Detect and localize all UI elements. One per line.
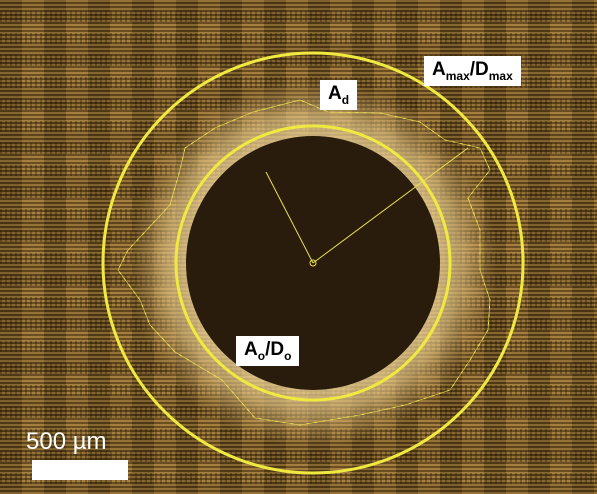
label-subscript: max bbox=[446, 69, 470, 83]
label-subscript: d bbox=[342, 93, 349, 107]
label-subscript: o bbox=[258, 349, 265, 363]
label-text: /D bbox=[265, 339, 284, 360]
label-text: A bbox=[244, 339, 258, 360]
label-subscript: max bbox=[489, 69, 513, 83]
label-subscript: o bbox=[284, 349, 291, 363]
scale-label: 500 µm bbox=[26, 428, 107, 456]
label-amax: Amax/Dmax bbox=[424, 56, 521, 86]
label-ad: Ad bbox=[320, 80, 357, 110]
scale-bar bbox=[32, 460, 128, 480]
micrograph: Ad Amax/Dmax Ao/Do 500 µm bbox=[0, 0, 597, 494]
label-text: /D bbox=[470, 59, 489, 80]
label-text: A bbox=[432, 59, 446, 80]
label-text: A bbox=[328, 83, 342, 104]
label-ao: Ao/Do bbox=[236, 336, 299, 366]
